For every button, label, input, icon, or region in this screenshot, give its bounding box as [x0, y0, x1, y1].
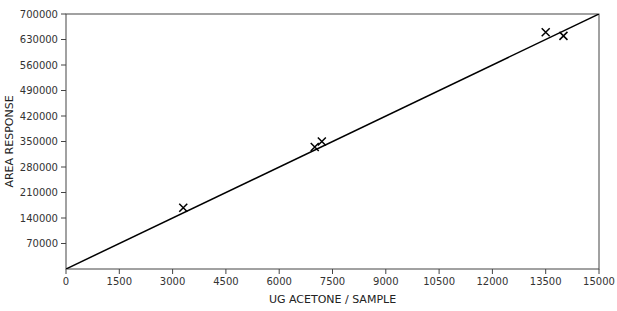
y-tick-label: 490000	[20, 85, 58, 96]
y-tick	[61, 243, 66, 244]
data-point	[542, 28, 550, 36]
x-tick-label: 3000	[160, 276, 185, 287]
y-tick	[61, 141, 66, 142]
x-tick	[332, 269, 333, 274]
data	[66, 14, 599, 269]
x-tick-label: 6000	[266, 276, 291, 287]
x-tick	[545, 269, 546, 274]
plot-frame	[66, 14, 599, 269]
data-point	[179, 204, 187, 212]
x-tick-label: 9000	[373, 276, 398, 287]
x-tick	[119, 269, 120, 274]
y-tick-label: 420000	[20, 111, 58, 122]
y-tick-label: 70000	[26, 238, 58, 249]
x-tick-label: 4500	[213, 276, 238, 287]
x-tick	[66, 269, 67, 274]
y-tick	[61, 167, 66, 168]
y-tick	[61, 192, 66, 193]
y-axis-label: AREA RESPONSE	[3, 95, 16, 187]
y-tick	[61, 116, 66, 117]
x-tick-label: 13500	[530, 276, 562, 287]
x-tick-label: 15000	[583, 276, 615, 287]
y-tick	[61, 65, 66, 66]
y-tick	[61, 39, 66, 40]
y-tick	[61, 218, 66, 219]
x-tick	[172, 269, 173, 274]
y-tick-label: 560000	[20, 60, 58, 71]
x-tick	[492, 269, 493, 274]
x-tick	[439, 269, 440, 274]
trend-line	[66, 14, 599, 269]
x-tick-label: 0	[63, 276, 69, 287]
y-tick	[61, 14, 66, 15]
data-point	[311, 143, 319, 151]
x-tick-label: 12000	[476, 276, 508, 287]
data-point	[559, 32, 567, 40]
y-tick-label: 140000	[20, 213, 58, 224]
y-tick-label: 350000	[20, 136, 58, 147]
y-tick-label: 210000	[20, 187, 58, 198]
x-tick	[385, 269, 386, 274]
x-axis: 0 1500 3000 4500 6000 7500 9000 10500 12000 13500…	[63, 269, 615, 287]
y-tick-label: 280000	[20, 162, 58, 173]
y-tick-label: 700000	[20, 9, 58, 20]
data-point	[318, 138, 326, 146]
x-axis-label: UG ACETONE / SAMPLE	[269, 293, 396, 306]
x-tick-label: 1500	[107, 276, 132, 287]
x-tick	[279, 269, 280, 274]
x-tick-label: 10500	[423, 276, 455, 287]
chart: 0 1500 3000 4500 6000 7500 9000 10500 12000 13500…	[0, 0, 617, 311]
y-axis: 70000 140000 210000 280000 350000 420000 49000…	[20, 9, 66, 250]
y-tick-label: 630000	[20, 34, 58, 45]
x-tick	[599, 269, 600, 274]
y-tick	[61, 90, 66, 91]
x-tick	[225, 269, 226, 274]
x-tick-label: 7500	[320, 276, 345, 287]
